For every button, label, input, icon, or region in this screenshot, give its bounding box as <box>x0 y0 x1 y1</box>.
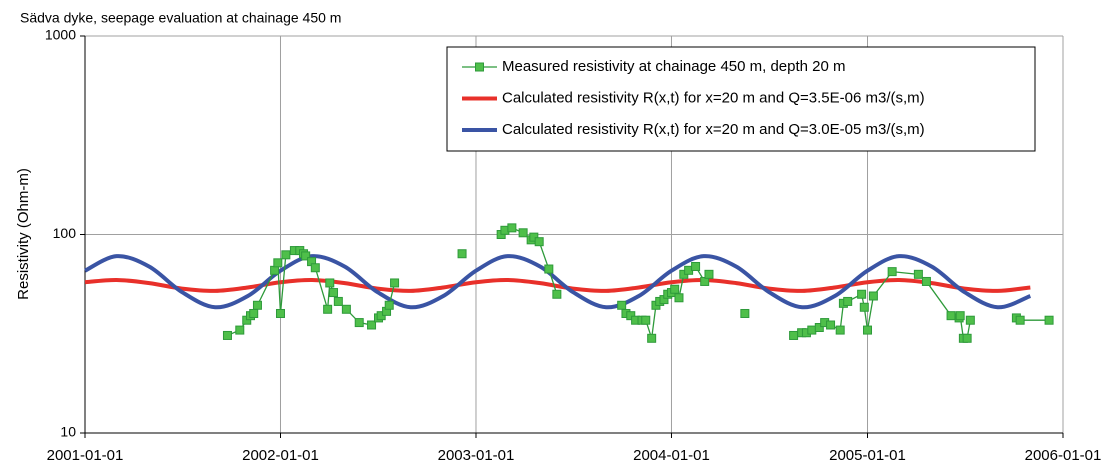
data-point <box>325 278 335 288</box>
legend: Measured resistivity at chainage 450 m, … <box>446 46 1036 152</box>
data-point <box>955 311 965 321</box>
data-point <box>1044 315 1054 325</box>
data-point <box>341 304 351 314</box>
data-point <box>275 308 285 318</box>
data-point <box>670 284 680 294</box>
y-tick-label: 1000 <box>45 27 76 43</box>
data-point <box>354 318 364 328</box>
data-point <box>544 264 554 274</box>
data-point <box>310 263 320 273</box>
series-line <box>84 277 1031 293</box>
x-tick-label: 2003-01-01 <box>438 447 515 464</box>
data-point <box>323 304 333 314</box>
data-point <box>457 249 467 259</box>
data-point <box>826 320 836 330</box>
data-point <box>962 333 972 343</box>
data-point <box>704 269 714 279</box>
data-point <box>552 289 562 299</box>
legend-label: Calculated resistivity R(x,t) for x=20 m… <box>502 89 925 106</box>
data-point <box>626 311 636 321</box>
chart-title: Sädva dyke, seepage evaluation at chaina… <box>20 10 341 26</box>
data-point <box>518 228 528 238</box>
y-tick-label: 10 <box>60 424 76 440</box>
data-point <box>789 330 799 340</box>
x-tick-label: 2005-01-01 <box>829 447 906 464</box>
y-tick-label: 100 <box>53 225 77 241</box>
data-point <box>835 325 845 335</box>
data-point <box>301 251 311 261</box>
data-point <box>965 315 975 325</box>
data-point <box>617 300 627 310</box>
legend-label: Measured resistivity at chainage 450 m, … <box>502 58 846 75</box>
data-point <box>529 232 539 242</box>
data-point <box>384 300 394 310</box>
data-point <box>249 308 259 318</box>
data-point <box>740 308 750 318</box>
data-point <box>1015 315 1025 325</box>
data-point <box>222 330 232 340</box>
data-point <box>270 265 280 275</box>
data-point <box>691 261 701 271</box>
data-point <box>807 325 817 335</box>
data-point <box>674 293 684 303</box>
data-point <box>859 302 869 312</box>
data-point <box>273 258 283 268</box>
data-point <box>647 333 657 343</box>
data-point <box>863 325 873 335</box>
x-tick-label: 2004-01-01 <box>633 447 710 464</box>
data-point <box>329 288 339 298</box>
legend-marker <box>475 62 484 72</box>
data-point <box>946 311 956 321</box>
data-point <box>390 278 400 288</box>
data-point <box>367 320 377 330</box>
data-point <box>857 289 867 299</box>
data-point <box>913 269 923 279</box>
series-line <box>84 254 1032 310</box>
data-point <box>814 323 824 333</box>
data-point <box>534 237 544 247</box>
data-point <box>235 325 245 335</box>
data-point <box>641 315 651 325</box>
x-tick-label: 2001-01-01 <box>47 447 124 464</box>
data-point <box>507 223 517 233</box>
data-point <box>843 296 853 306</box>
data-point <box>252 300 262 310</box>
data-point <box>921 276 931 286</box>
legend-label: Calculated resistivity R(x,t) for x=20 m… <box>502 121 925 138</box>
data-point <box>868 291 878 301</box>
data-point <box>333 296 343 306</box>
data-point <box>281 250 291 260</box>
y-axis-label: Resistivity (Ohm-m) <box>15 168 32 300</box>
legend-box <box>446 46 1036 152</box>
x-tick-label: 2002-01-01 <box>242 447 319 464</box>
x-tick-label: 2006-01-01 <box>1025 447 1102 464</box>
data-point <box>887 267 897 277</box>
